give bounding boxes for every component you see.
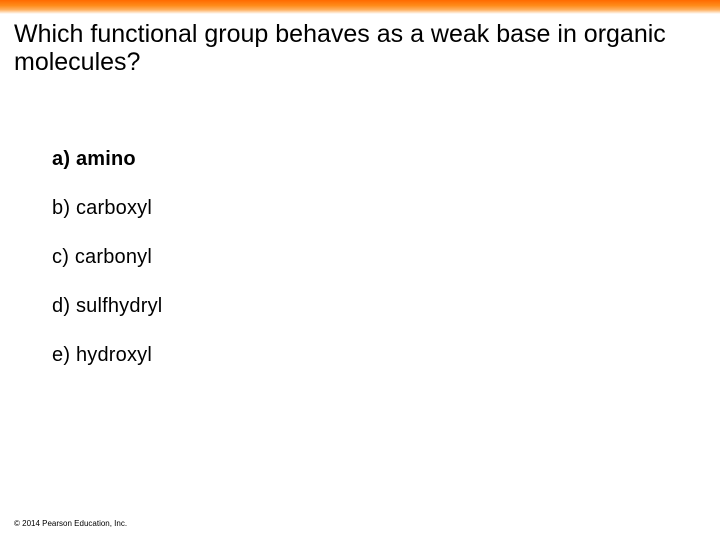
option-c: c) carbonyl [52, 246, 720, 269]
question-text: Which functional group behaves as a weak… [0, 14, 720, 76]
header-gradient-bar [0, 0, 720, 14]
option-d: d) sulfhydryl [52, 295, 720, 318]
option-a: a) amino [52, 148, 720, 171]
options-list: a) amino b) carboxyl c) carbonyl d) sulf… [0, 148, 720, 367]
option-e: e) hydroxyl [52, 344, 720, 367]
option-b: b) carboxyl [52, 197, 720, 220]
copyright-text: © 2014 Pearson Education, Inc. [14, 519, 127, 528]
